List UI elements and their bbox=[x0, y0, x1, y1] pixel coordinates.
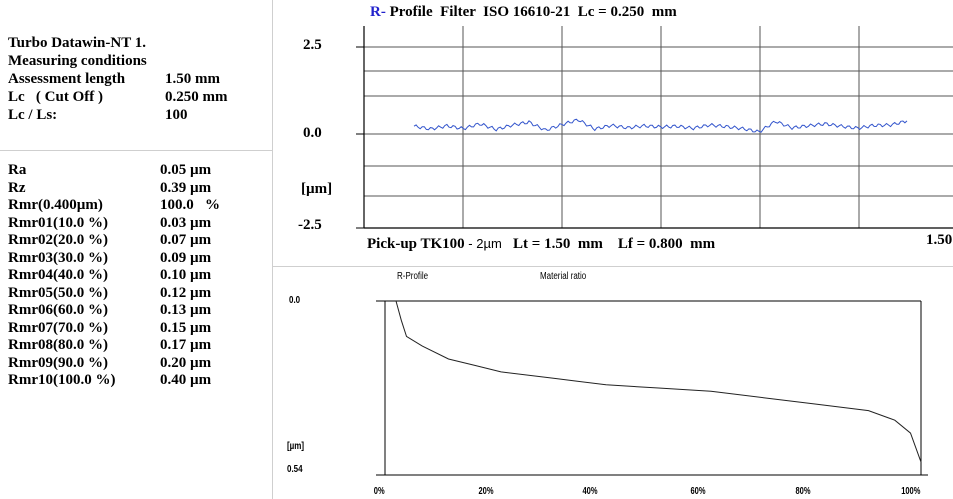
material-ratio-curve bbox=[396, 301, 921, 462]
